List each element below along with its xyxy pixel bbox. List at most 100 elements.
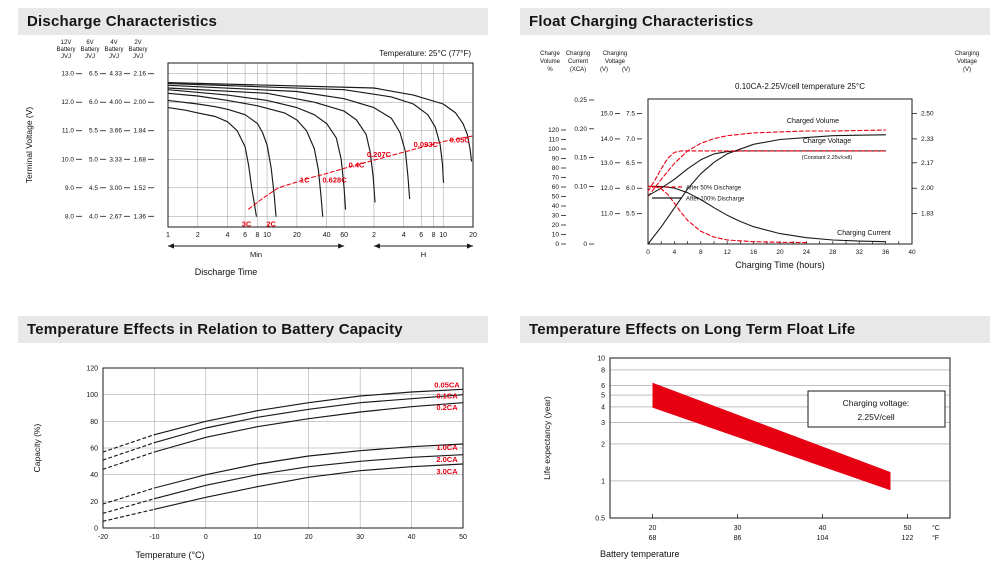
svg-text:6.0: 6.0 — [89, 99, 98, 106]
float-life-chart: 1086543210.5206830864010450122°C°FChargi… — [542, 356, 951, 559]
svg-text:2.25V/cell: 2.25V/cell — [857, 412, 894, 422]
svg-text:2V: 2V — [134, 40, 141, 46]
discharge-characteristics-chart: 1 2 4 6 8 10 20 40 60 2 4 6 8 10 2012VBatteryJVJ13.012… — [24, 40, 477, 277]
svg-text:120: 120 — [548, 127, 559, 134]
svg-text:3.0CA: 3.0CA — [436, 467, 458, 476]
svg-text:0.2CA: 0.2CA — [436, 403, 458, 412]
svg-text:2.33: 2.33 — [921, 136, 934, 143]
svg-text:6V: 6V — [86, 40, 93, 46]
svg-text:0.10: 0.10 — [574, 183, 587, 190]
svg-text:(Constant 2.25v/cell): (Constant 2.25v/cell) — [802, 155, 853, 161]
svg-text:2.16: 2.16 — [133, 71, 146, 78]
svg-text:1.52: 1.52 — [133, 185, 146, 192]
svg-text:Battery: Battery — [128, 47, 147, 53]
svg-text:30: 30 — [356, 534, 364, 541]
svg-text:Charge: Charge — [540, 51, 560, 57]
svg-text:2: 2 — [196, 232, 200, 239]
svg-text:Charging Time (hours): Charging Time (hours) — [735, 260, 825, 270]
svg-text:Battery temperature: Battery temperature — [600, 549, 680, 559]
svg-text:JVJ: JVJ — [85, 54, 95, 60]
svg-text:Charging: Charging — [603, 51, 627, 57]
svg-text:1: 1 — [166, 232, 170, 239]
svg-text:Volume: Volume — [540, 59, 561, 65]
svg-text:0: 0 — [646, 249, 650, 256]
svg-text:Charging: Charging — [955, 51, 979, 57]
svg-text:JVJ: JVJ — [133, 54, 143, 60]
svg-text:-10: -10 — [149, 534, 159, 541]
svg-text:6.0: 6.0 — [626, 185, 635, 192]
svg-text:1.0CA: 1.0CA — [436, 443, 458, 452]
svg-text:0.1CA: 0.1CA — [436, 392, 458, 401]
svg-text:4.00: 4.00 — [109, 99, 122, 106]
svg-text:50: 50 — [552, 194, 560, 201]
svg-text:7.0: 7.0 — [626, 136, 635, 143]
svg-text:20: 20 — [293, 232, 301, 239]
svg-text:11.0: 11.0 — [62, 128, 75, 135]
temperature-capacity-title: Temperature Effects in Relation to Batte… — [18, 316, 488, 343]
svg-text:Charging voltage:: Charging voltage: — [843, 398, 910, 408]
svg-text:3.66: 3.66 — [109, 128, 122, 135]
svg-text:0: 0 — [583, 241, 587, 248]
float-life-title: Temperature Effects on Long Term Float L… — [520, 316, 990, 343]
svg-text:3.33: 3.33 — [109, 156, 122, 163]
svg-text:4: 4 — [601, 404, 605, 411]
svg-text:2.67: 2.67 — [109, 213, 122, 220]
svg-text:0.093C: 0.093C — [414, 140, 439, 149]
svg-text:10: 10 — [263, 232, 271, 239]
svg-text:1C: 1C — [300, 176, 310, 185]
svg-text:0.207C: 0.207C — [367, 150, 392, 159]
svg-text:0.25: 0.25 — [574, 97, 587, 104]
svg-text:1.83: 1.83 — [921, 211, 934, 218]
svg-text:0: 0 — [555, 241, 559, 248]
svg-text:3: 3 — [601, 420, 605, 427]
svg-text:20: 20 — [776, 249, 784, 256]
svg-text:12.0: 12.0 — [61, 99, 74, 106]
svg-text:60: 60 — [340, 232, 348, 239]
svg-text:13.0: 13.0 — [600, 160, 613, 167]
svg-text:12: 12 — [724, 249, 732, 256]
svg-text:2: 2 — [372, 232, 376, 239]
svg-text:1.36: 1.36 — [133, 213, 146, 220]
svg-text:0.5: 0.5 — [595, 516, 605, 523]
svg-text:5.5: 5.5 — [89, 128, 98, 135]
svg-text:2.17: 2.17 — [921, 160, 934, 167]
svg-text:122: 122 — [902, 535, 914, 542]
svg-text:Current: Current — [568, 59, 588, 65]
svg-text:3C: 3C — [242, 219, 252, 228]
svg-text:1.84: 1.84 — [133, 128, 146, 135]
svg-text:4: 4 — [673, 249, 677, 256]
svg-text:80: 80 — [90, 419, 98, 426]
svg-text:0: 0 — [94, 526, 98, 533]
svg-text:86: 86 — [734, 535, 742, 542]
svg-text:(V): (V) — [622, 67, 630, 73]
discharge-characteristics-title: Discharge Characteristics — [18, 8, 488, 35]
svg-text:10: 10 — [597, 356, 605, 363]
svg-text:°C: °C — [932, 524, 940, 532]
svg-text:90: 90 — [552, 156, 560, 163]
svg-text:6.5: 6.5 — [626, 160, 635, 167]
svg-text:4.33: 4.33 — [109, 71, 122, 78]
svg-text:8: 8 — [432, 232, 436, 239]
svg-text:32: 32 — [856, 249, 864, 256]
temperature-capacity-chart: -20 -10 0 10 20 30 40 50 0 20 40 60 80 100 120 0.05CA 0.… — [32, 366, 467, 561]
svg-text:0.05C: 0.05C — [450, 136, 471, 145]
svg-text:4: 4 — [226, 232, 230, 239]
svg-text:15.0: 15.0 — [600, 110, 613, 117]
svg-text:4: 4 — [402, 232, 406, 239]
svg-text:80: 80 — [552, 165, 560, 172]
svg-text:9.0: 9.0 — [65, 185, 74, 192]
svg-text:5.0: 5.0 — [89, 156, 98, 163]
svg-text:5: 5 — [601, 393, 605, 400]
svg-text:0.20: 0.20 — [574, 126, 587, 133]
svg-text:Discharge Time: Discharge Time — [195, 267, 258, 277]
svg-text:40: 40 — [908, 249, 916, 256]
svg-text:Life expectancy (year): Life expectancy (year) — [542, 396, 552, 480]
svg-text:1: 1 — [601, 478, 605, 485]
svg-text:110: 110 — [549, 137, 560, 144]
float-charging-title: Float Charging Characteristics — [520, 8, 990, 35]
svg-text:40: 40 — [552, 203, 560, 210]
svg-text:2.50: 2.50 — [921, 110, 934, 117]
svg-text:0.628C: 0.628C — [322, 176, 347, 185]
svg-text:2.00: 2.00 — [921, 185, 934, 192]
svg-text:20: 20 — [469, 232, 477, 239]
